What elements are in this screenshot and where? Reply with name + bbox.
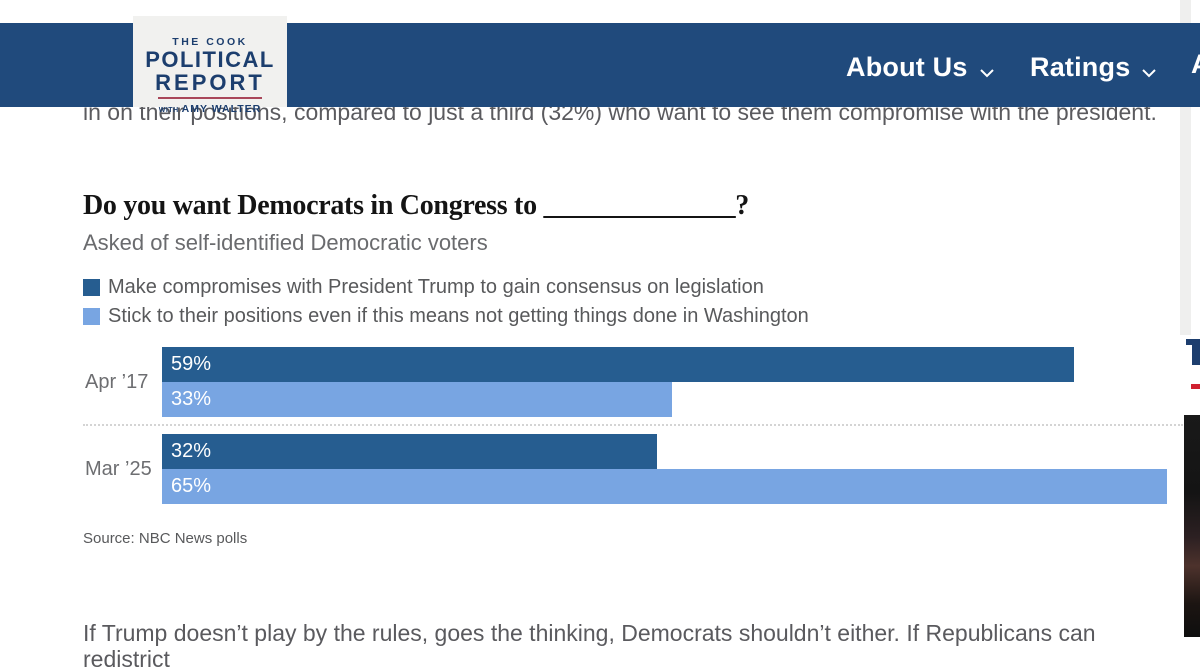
legend-item: Make compromises with President Trump to… [83, 276, 809, 298]
chart-legend: Make compromises with President Trump to… [83, 276, 809, 335]
site-logo[interactable]: THE COOK POLITICAL REPORT WITH AMY WALTER [133, 16, 287, 115]
logo-tagline: WITH AMY WALTER [158, 103, 262, 115]
bar-value-label: 65% [171, 475, 212, 497]
chevron-down-icon [979, 52, 994, 86]
nav-ratings-label: Ratings [1030, 51, 1131, 82]
chart-source: Source: NBC News polls [83, 530, 248, 547]
nav-about-us-label: About Us [846, 51, 968, 82]
logo-red-rule [158, 97, 262, 99]
nav-item-clipped[interactable]: A [1191, 47, 1200, 81]
bar-value-label: 59% [171, 353, 212, 375]
bar-value-label: 33% [171, 388, 212, 410]
legend-item: Stick to their positions even if this me… [83, 305, 809, 327]
nav-ratings[interactable]: Ratings [1030, 47, 1157, 86]
chart-group-apr17: Apr ’17 59% 33% [83, 347, 1167, 417]
nav-about-us[interactable]: About Us [846, 47, 994, 86]
logo-text-the-cook: THE COOK [172, 36, 248, 48]
content-edge-strip [1180, 0, 1191, 335]
logo-text-political: POLITICAL [145, 47, 275, 72]
bar-mar25-stick: 65% [162, 469, 1167, 504]
article-text-bottom: If Trump doesn’t play by the rules, goes… [83, 620, 1096, 672]
clipped-red-rule [1191, 384, 1200, 389]
bar-apr17-stick: 33% [162, 382, 673, 417]
legend-swatch-dark-blue [83, 279, 100, 296]
chart-subtitle: Asked of self-identified Democratic vote… [83, 230, 488, 255]
bar-value-label: 32% [171, 440, 212, 462]
logo-text-report: REPORT [155, 70, 265, 95]
chart-separator [83, 424, 1183, 426]
chart-title: Do you want Democrats in Congress to ___… [83, 190, 749, 221]
bar-apr17-compromise: 59% [162, 347, 1075, 382]
clipped-thumbnail-image [1184, 415, 1200, 637]
legend-swatch-light-blue [83, 308, 100, 325]
chart-group-mar25: Mar ’25 32% 65% [83, 434, 1167, 504]
legend-label: Make compromises with President Trump to… [108, 276, 764, 298]
bar-chart: Apr ’17 59% 33% Mar ’25 32% 65% [83, 347, 1183, 504]
bar-mar25-compromise: 32% [162, 434, 657, 469]
category-label: Apr ’17 [85, 370, 149, 393]
chevron-down-icon [1142, 52, 1157, 86]
category-label: Mar ’25 [85, 457, 152, 480]
clipped-heading-letter [1186, 339, 1200, 365]
legend-label: Stick to their positions even if this me… [108, 305, 809, 327]
